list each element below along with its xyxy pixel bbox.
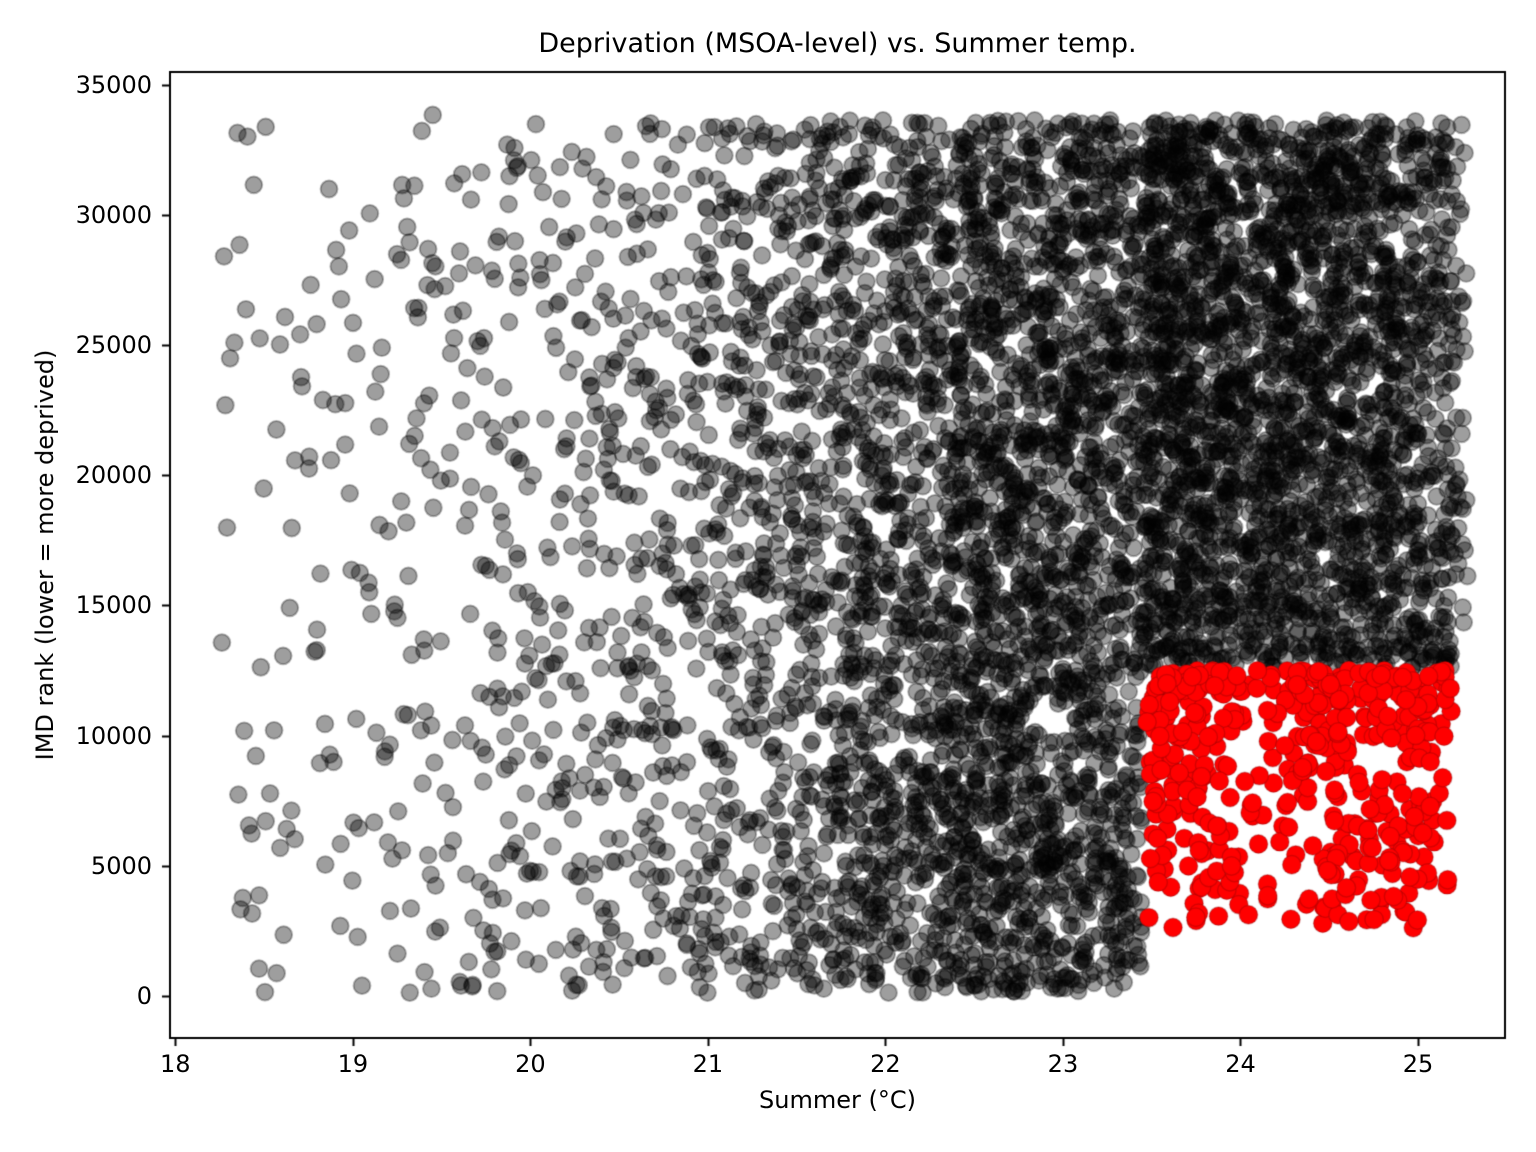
- y-tick-label-0: 0: [136, 981, 152, 1010]
- y-tick-label-30000: 30000: [75, 201, 152, 230]
- x-tick-label-21: 21: [692, 1050, 724, 1078]
- x-tick-label-18: 18: [160, 1050, 191, 1078]
- x-tick-label-25: 25: [1402, 1050, 1434, 1078]
- y-tick-label-10000: 10000: [75, 721, 152, 750]
- x-axis-label: Summer (°C): [759, 1086, 916, 1114]
- y-tick-label-5000: 5000: [90, 851, 152, 880]
- y-tick-label-25000: 25000: [75, 331, 152, 360]
- x-tick-label-22: 22: [870, 1050, 901, 1078]
- y-axis-label: IMD rank (lower = more deprived): [31, 349, 59, 761]
- x-tick-label-20: 20: [515, 1050, 546, 1078]
- x-tick-label-23: 23: [1047, 1050, 1079, 1078]
- y-tick-label-15000: 15000: [75, 591, 152, 620]
- x-tick-label-24: 24: [1225, 1050, 1256, 1078]
- x-tick-label-19: 19: [337, 1050, 369, 1078]
- y-tick-label-35000: 35000: [75, 71, 152, 99]
- y-tick-label-20000: 20000: [75, 461, 152, 490]
- chart-title: Deprivation (MSOA-level) vs. Summer temp…: [538, 28, 1137, 59]
